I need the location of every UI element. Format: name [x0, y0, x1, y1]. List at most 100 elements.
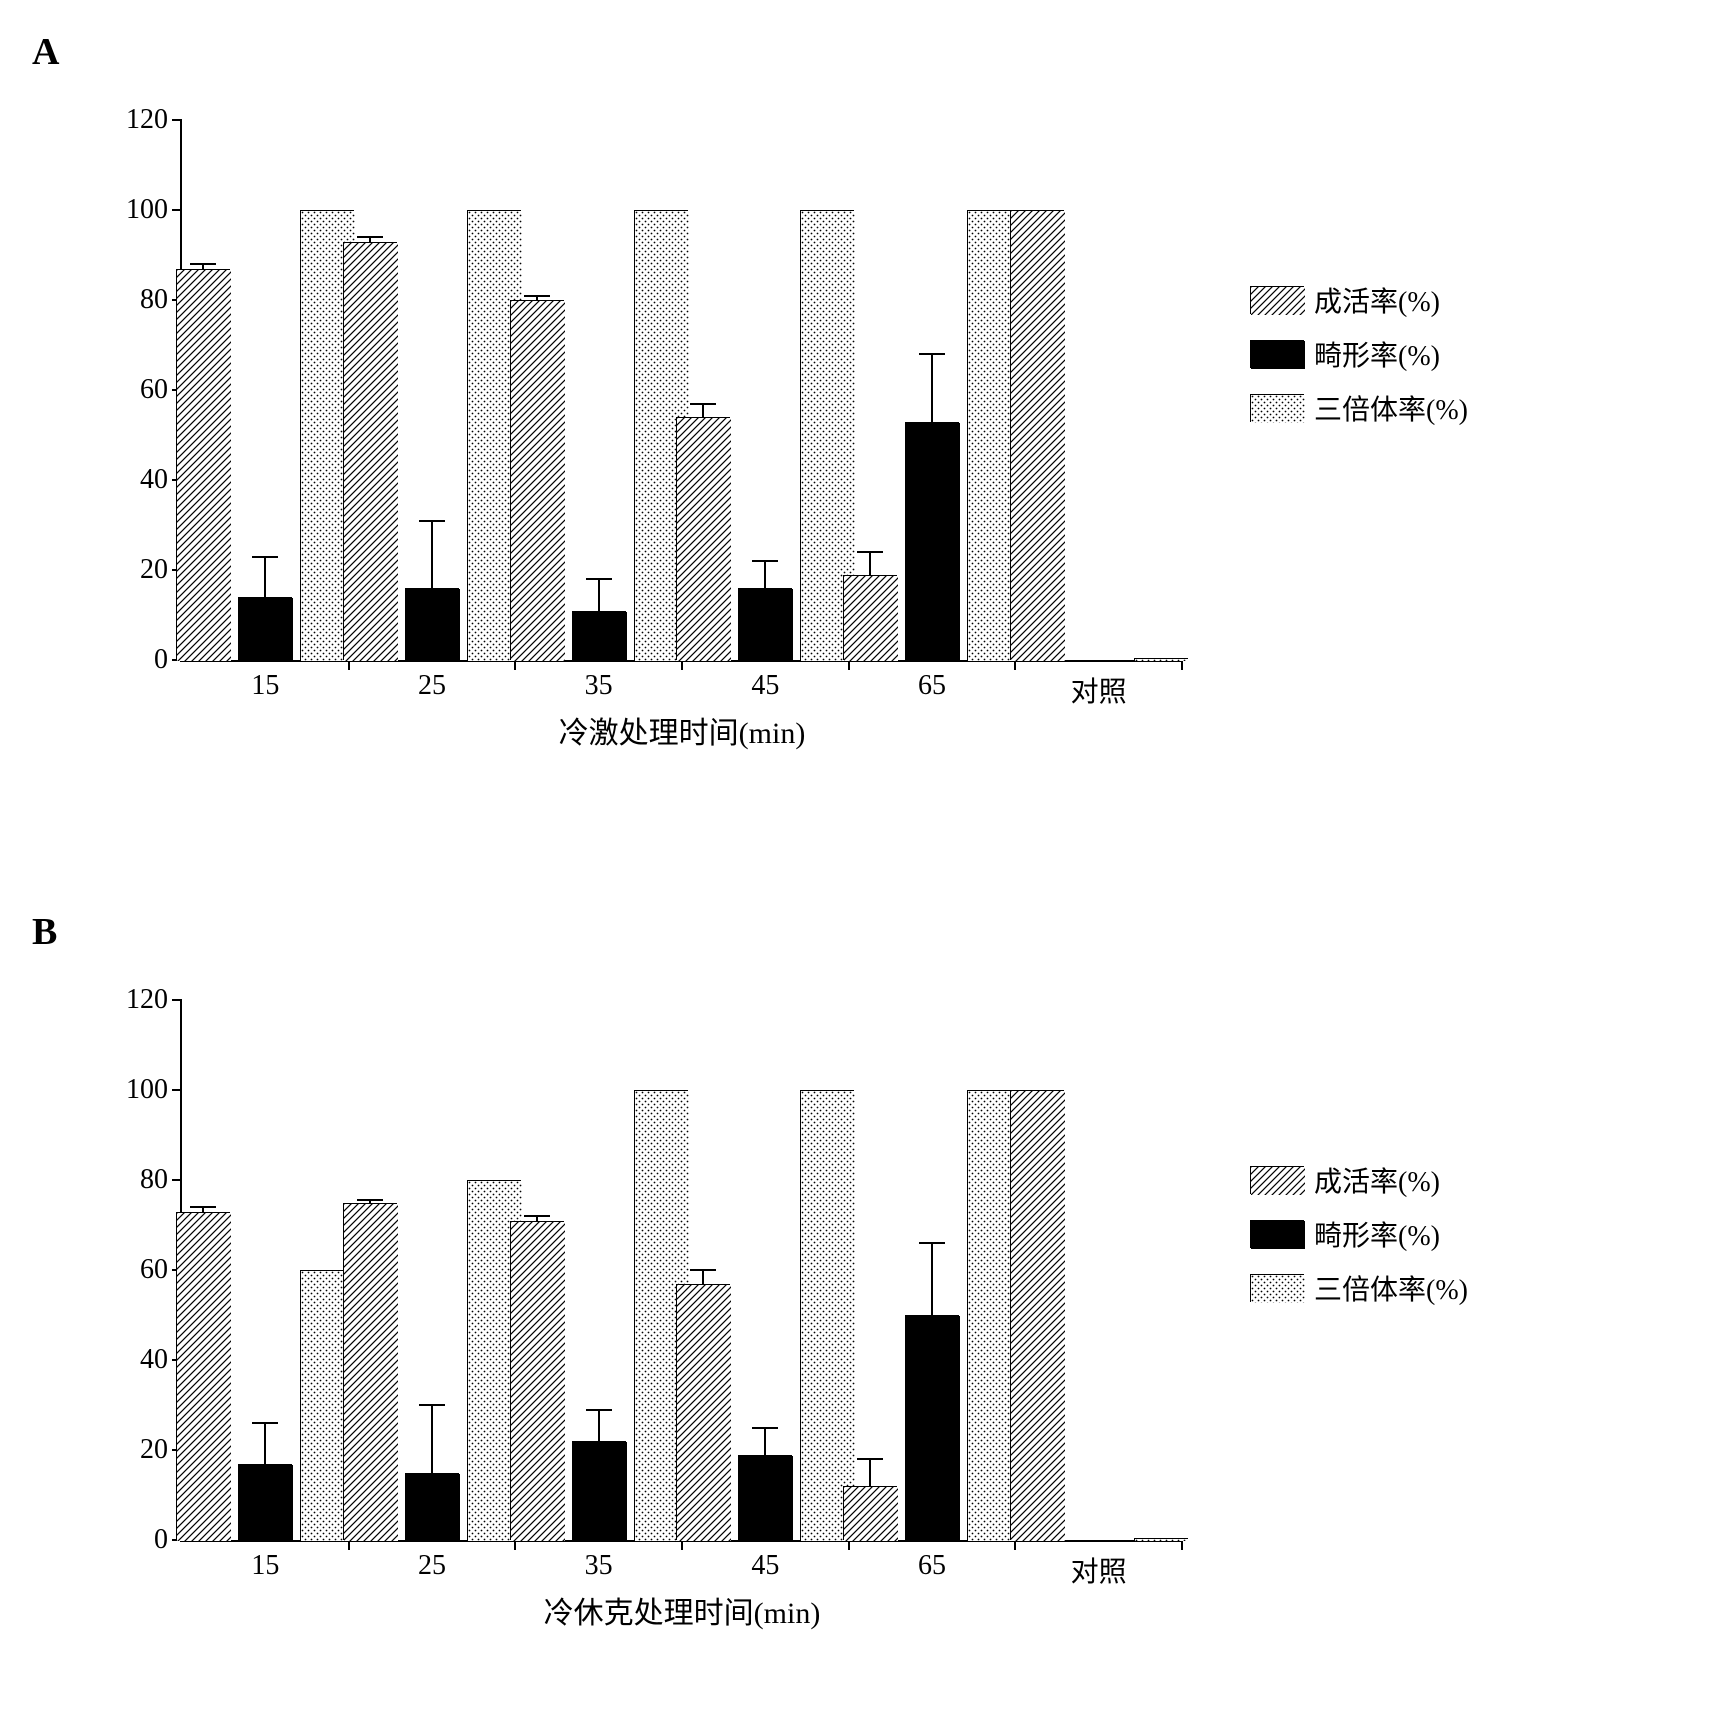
x-tick [348, 660, 350, 670]
bar-deformity [238, 1464, 292, 1541]
legend-item: 成活率(%) [1250, 1160, 1468, 1200]
panel-label-B: B [32, 910, 57, 954]
x-category-label: 45 [751, 670, 779, 702]
x-tick [514, 660, 516, 670]
errorbar-cap [919, 353, 945, 355]
errorbar [598, 579, 600, 611]
errorbar-cap [690, 403, 716, 405]
errorbar [264, 557, 266, 598]
bar-deformity [405, 1473, 459, 1541]
legend-swatch-deformity [1250, 340, 1304, 368]
bar-survival [843, 1486, 897, 1540]
legend-swatch-triploid [1250, 1274, 1304, 1302]
x-category-label: 25 [418, 670, 446, 702]
x-tick [848, 660, 850, 670]
bar-deformity [572, 1441, 626, 1540]
bar-survival [343, 1203, 397, 1541]
x-axis-title: 冷休克处理时间(min) [544, 1588, 821, 1632]
bar-deformity [405, 588, 459, 660]
legend-item: 畸形率(%) [1250, 1214, 1468, 1254]
errorbar-cap [357, 1199, 383, 1201]
y-tick-label: 60 [140, 374, 168, 406]
errorbar-cap [586, 1409, 612, 1411]
plot-area-B: 0204060801001201525354565对照冷休克处理时间(min) [180, 1000, 1182, 1542]
x-category-label: 对照 [1071, 1550, 1127, 1590]
errorbar-cap [857, 1458, 883, 1460]
errorbar [764, 561, 766, 588]
y-tick-label: 20 [140, 1434, 168, 1466]
y-tick [172, 999, 182, 1001]
errorbar-cap [190, 263, 216, 265]
errorbar [702, 404, 704, 418]
x-tick [681, 1540, 683, 1550]
y-tick-label: 100 [126, 1074, 168, 1106]
errorbar [869, 552, 871, 575]
bar-survival [176, 1212, 230, 1541]
legend-label: 成活率(%) [1314, 280, 1440, 320]
x-category-label: 15 [251, 670, 279, 702]
bar-deformity [738, 1455, 792, 1541]
legend: 成活率(%) 畸形率(%) 三倍体率(%) [1250, 1160, 1468, 1322]
x-tick [1014, 1540, 1016, 1550]
legend-item: 三倍体率(%) [1250, 1268, 1468, 1308]
errorbar-cap [857, 551, 883, 553]
errorbar [598, 1410, 600, 1442]
errorbar [931, 1243, 933, 1315]
bar-deformity [738, 588, 792, 660]
y-tick [172, 119, 182, 121]
y-tick [172, 1089, 182, 1091]
y-tick-label: 20 [140, 554, 168, 586]
legend-label: 三倍体率(%) [1314, 388, 1468, 428]
x-tick [1181, 660, 1183, 670]
errorbar-cap [919, 1242, 945, 1244]
x-category-label: 35 [585, 670, 613, 702]
y-tick-label: 80 [140, 1164, 168, 1196]
bar-survival [510, 300, 564, 660]
y-tick-label: 120 [126, 104, 168, 136]
errorbar [869, 1459, 871, 1486]
legend-swatch-survival [1250, 286, 1304, 314]
bar-deformity [238, 597, 292, 660]
y-tick [172, 209, 182, 211]
x-tick [1181, 1540, 1183, 1550]
bar-survival [676, 417, 730, 660]
errorbar-cap [252, 1422, 278, 1424]
y-tick-label: 60 [140, 1254, 168, 1286]
x-category-label: 对照 [1071, 670, 1127, 710]
bar-triploid [800, 1090, 854, 1540]
legend-item: 成活率(%) [1250, 280, 1468, 320]
errorbar-cap [524, 1215, 550, 1217]
bar-triploid [1134, 658, 1188, 660]
bar-survival [176, 269, 230, 661]
bar-survival [676, 1284, 730, 1541]
bar-deformity [905, 1315, 959, 1540]
errorbar-cap [190, 1206, 216, 1208]
y-tick-label: 40 [140, 464, 168, 496]
x-category-label: 65 [918, 670, 946, 702]
errorbar [702, 1270, 704, 1284]
x-tick [681, 660, 683, 670]
y-tick-label: 40 [140, 1344, 168, 1376]
errorbar-cap [252, 556, 278, 558]
bar-survival [843, 575, 897, 661]
x-category-label: 65 [918, 1550, 946, 1582]
y-tick-label: 80 [140, 284, 168, 316]
bar-survival [1010, 210, 1064, 660]
x-tick [1014, 660, 1016, 670]
legend-swatch-survival [1250, 1166, 1304, 1194]
legend-label: 畸形率(%) [1314, 334, 1440, 374]
legend: 成活率(%) 畸形率(%) 三倍体率(%) [1250, 280, 1468, 442]
bar-survival [343, 242, 397, 661]
errorbar [264, 1423, 266, 1464]
legend-swatch-deformity [1250, 1220, 1304, 1248]
errorbar-cap [752, 1427, 778, 1429]
bar-survival [1010, 1090, 1064, 1540]
bar-deformity [905, 422, 959, 661]
legend-label: 畸形率(%) [1314, 1214, 1440, 1254]
legend-swatch-triploid [1250, 394, 1304, 422]
errorbar-cap [586, 578, 612, 580]
x-tick [348, 1540, 350, 1550]
x-tick [848, 1540, 850, 1550]
errorbar-cap [357, 236, 383, 238]
errorbar-cap [752, 560, 778, 562]
